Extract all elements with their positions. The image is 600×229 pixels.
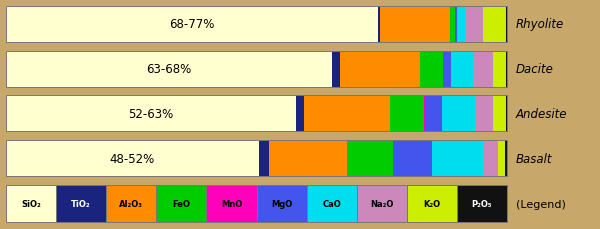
Bar xyxy=(6,141,259,176)
Text: 68-77%: 68-77% xyxy=(169,18,215,31)
Text: 52-63%: 52-63% xyxy=(128,107,174,120)
Bar xyxy=(475,96,493,132)
Bar xyxy=(506,96,507,132)
Bar xyxy=(473,52,493,87)
Bar xyxy=(483,7,506,42)
Bar xyxy=(498,141,505,176)
Text: MnO: MnO xyxy=(221,199,242,208)
Bar xyxy=(465,7,483,42)
Bar xyxy=(6,96,296,132)
Bar xyxy=(378,7,380,42)
Text: MgO: MgO xyxy=(271,199,292,208)
Bar xyxy=(356,185,407,222)
Bar xyxy=(443,52,451,87)
Bar xyxy=(391,96,424,132)
Bar xyxy=(380,7,450,42)
Text: (Legend): (Legend) xyxy=(516,199,566,209)
Bar xyxy=(332,52,340,87)
Text: Rhyolite: Rhyolite xyxy=(516,18,564,31)
Bar xyxy=(56,185,106,222)
Bar xyxy=(505,141,507,176)
Bar xyxy=(6,52,507,87)
Text: 48-52%: 48-52% xyxy=(110,152,155,165)
Bar xyxy=(156,185,206,222)
Bar xyxy=(6,141,507,176)
Text: K₂O: K₂O xyxy=(423,199,440,208)
Bar xyxy=(420,52,443,87)
Bar xyxy=(456,7,457,42)
Bar xyxy=(304,96,391,132)
Text: CaO: CaO xyxy=(322,199,341,208)
Bar xyxy=(106,185,156,222)
Text: P₂O₅: P₂O₅ xyxy=(472,199,492,208)
Text: FeO: FeO xyxy=(172,199,190,208)
Text: Dacite: Dacite xyxy=(516,63,554,76)
Bar xyxy=(457,185,507,222)
Bar xyxy=(432,141,483,176)
Text: TiO₂: TiO₂ xyxy=(71,199,91,208)
Bar xyxy=(506,52,507,87)
Bar xyxy=(340,52,420,87)
Text: Na₂O: Na₂O xyxy=(370,199,394,208)
Text: Al₂O₃: Al₂O₃ xyxy=(119,199,143,208)
Text: Andesite: Andesite xyxy=(516,107,568,120)
Bar xyxy=(6,7,507,42)
Bar xyxy=(206,185,257,222)
Bar xyxy=(6,7,507,42)
Bar xyxy=(6,141,507,176)
Bar xyxy=(425,96,442,132)
Bar xyxy=(269,141,347,176)
Bar xyxy=(6,52,507,87)
Bar xyxy=(296,96,304,132)
Text: SiO₂: SiO₂ xyxy=(21,199,41,208)
Bar xyxy=(6,7,378,42)
Text: Basalt: Basalt xyxy=(516,152,553,165)
Bar xyxy=(451,52,473,87)
Bar xyxy=(6,96,507,132)
Bar xyxy=(347,141,393,176)
Bar xyxy=(257,185,307,222)
Bar xyxy=(483,141,498,176)
Bar xyxy=(394,141,432,176)
Bar xyxy=(424,96,425,132)
Bar xyxy=(6,52,332,87)
Bar xyxy=(457,7,465,42)
Bar xyxy=(259,141,269,176)
Bar xyxy=(493,52,506,87)
Bar xyxy=(450,7,455,42)
Bar xyxy=(393,141,394,176)
Bar xyxy=(442,96,475,132)
Bar xyxy=(407,185,457,222)
Bar xyxy=(6,96,507,132)
Bar xyxy=(493,96,506,132)
Text: 63-68%: 63-68% xyxy=(146,63,192,76)
Bar xyxy=(6,185,56,222)
Bar xyxy=(307,185,356,222)
